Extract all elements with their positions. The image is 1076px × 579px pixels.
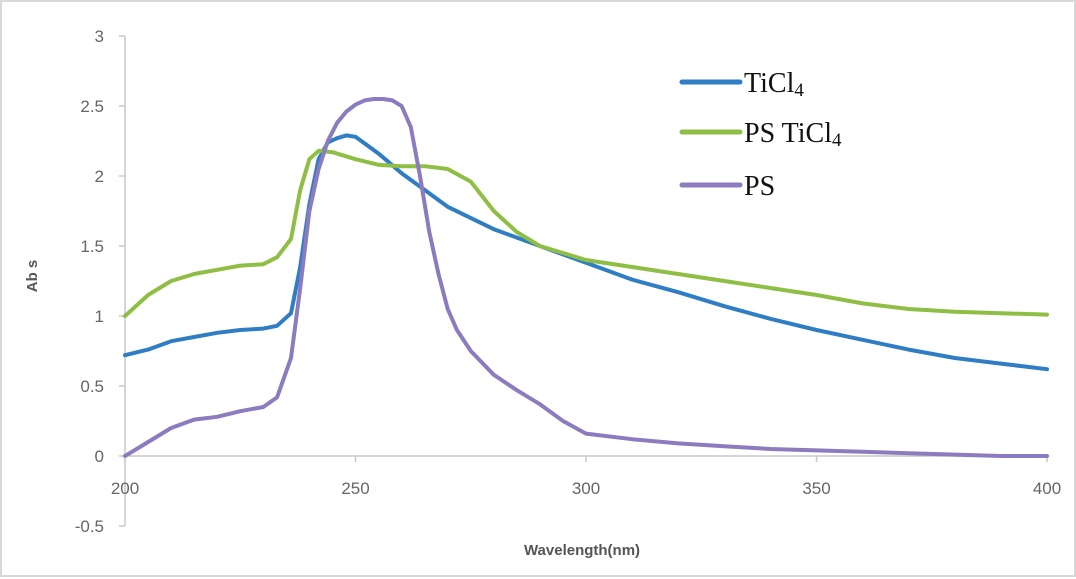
x-tick-label: 200 bbox=[111, 479, 139, 498]
legend-label: PS bbox=[744, 171, 775, 202]
legend-label: PS TiCl4 bbox=[744, 118, 842, 151]
x-tick-label: 400 bbox=[1033, 479, 1061, 498]
x-tick-label: 250 bbox=[341, 479, 369, 498]
y-tick-label: 2.5 bbox=[80, 97, 104, 116]
y-tick-label: 1 bbox=[95, 307, 104, 326]
legend-label: TiCl4 bbox=[744, 68, 804, 101]
y-tick-label: 3 bbox=[95, 27, 104, 46]
legend-label-subscript: 4 bbox=[832, 130, 842, 151]
y-tick-label: 1.5 bbox=[80, 237, 104, 256]
x-axis-label: Wavelength(nm) bbox=[524, 542, 640, 559]
y-tick-label: 0 bbox=[95, 447, 104, 466]
axes-layer: 3 2.5 2 1.5 1 0.5 0 -0.5 200 250 300 350 400 bbox=[75, 27, 1061, 536]
x-tick-label: 350 bbox=[802, 479, 830, 498]
y-tick-label: -0.5 bbox=[75, 517, 104, 536]
y-tick-label: 0.5 bbox=[80, 377, 104, 396]
x-tick-label: 300 bbox=[572, 479, 600, 498]
series-line-2 bbox=[125, 99, 1047, 456]
series-line-1 bbox=[125, 151, 1047, 316]
legend-label-subscript: 4 bbox=[794, 80, 804, 101]
legend: TiCl4 PS TiCl4 PS bbox=[682, 68, 842, 202]
series-layer bbox=[125, 99, 1047, 456]
y-tick-label: 2 bbox=[95, 167, 104, 186]
y-axis-label: Ab s bbox=[24, 260, 41, 293]
series-line-0 bbox=[125, 135, 1047, 369]
